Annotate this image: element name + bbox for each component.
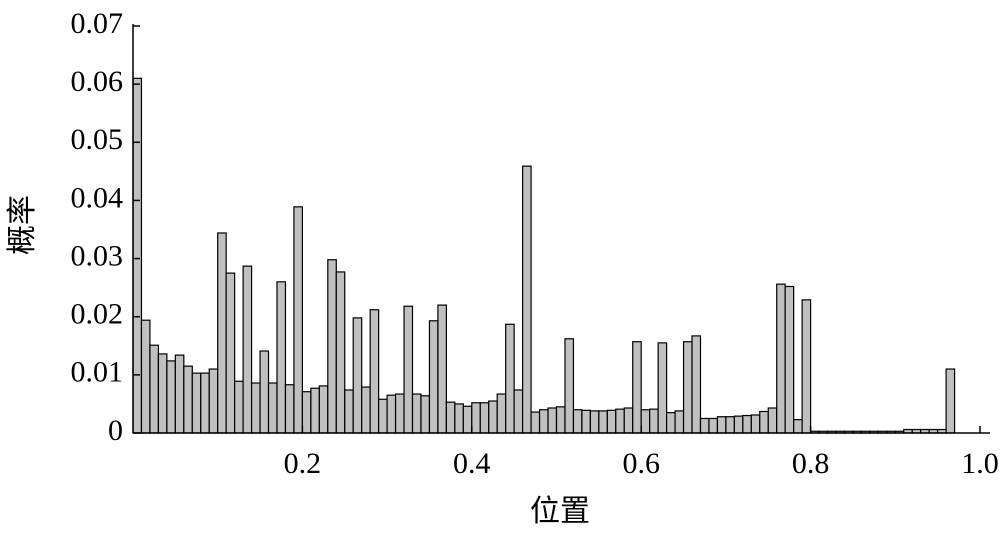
bar [708,417,719,434]
bar [522,165,532,434]
y-tick-label: 0 [108,414,123,447]
bar [217,232,227,434]
bar [666,412,676,434]
bar [649,408,659,434]
y-tick-label: 0.06 [71,65,124,98]
bar [581,409,591,434]
y-tick-label: 0.04 [71,181,124,214]
bar [632,341,642,434]
bar [200,372,210,434]
bar [674,410,685,434]
bar [742,414,752,434]
bar [191,372,202,434]
x-tick-label: 0.4 [453,447,491,480]
bar [335,271,346,434]
bar [801,299,812,434]
bar [606,409,617,434]
bar [640,409,651,434]
x-tick-label: 0.6 [622,447,660,480]
bar [284,384,295,434]
y-tick-label: 0.07 [71,7,124,40]
bar [538,409,549,434]
bar [157,353,168,434]
bar [386,394,397,434]
bar [310,387,320,434]
bar [615,408,625,434]
bar [505,323,515,434]
bar [437,304,447,434]
bar [513,389,524,434]
bar [725,416,735,434]
bar [750,414,761,434]
y-axis-label: 概率 [6,195,39,255]
bar [445,401,456,434]
x-axis-label: 位置 [530,495,590,528]
bar [344,389,354,434]
bar [259,350,270,434]
bar [776,283,786,434]
bar [589,410,600,434]
bar [267,382,278,434]
bar [682,341,693,434]
bar [564,338,575,434]
bar [140,319,151,434]
bar [759,410,769,434]
bar [733,415,744,434]
bar [318,385,329,434]
bar [767,407,778,434]
bar [394,393,405,434]
bar [174,354,185,434]
bar [623,407,634,434]
bar [208,368,219,434]
bar [572,409,583,434]
bar [132,77,143,434]
bar [420,395,431,434]
bar [471,402,481,434]
bar [462,405,473,434]
bar [411,393,422,434]
bar [327,259,337,434]
x-tick-label: 1.0 [961,447,999,480]
bar [496,393,507,434]
bar [378,398,388,434]
bar [945,368,956,434]
bar [166,360,176,434]
bar [403,305,414,434]
bar [225,272,236,434]
bar [555,406,566,434]
bar [361,386,371,434]
bar [657,342,668,434]
bar [276,281,287,434]
bar [352,317,363,434]
bar [784,285,795,434]
y-tick-label: 0.01 [71,356,124,389]
y-tick-label: 0.05 [71,123,124,156]
bar [479,402,490,434]
x-tick-label: 0.8 [792,447,830,480]
bar [250,382,261,434]
bar [454,403,464,434]
y-tick-label: 0.02 [71,298,124,331]
bar [716,416,727,434]
bar [242,265,253,434]
bar [149,344,160,434]
bar [369,309,380,434]
bar [293,206,303,434]
bar [530,411,541,434]
bar [691,335,702,434]
bar [547,407,558,434]
bar [598,410,608,434]
bar [793,419,803,434]
bar [183,365,193,434]
bar [428,320,439,434]
bar [234,380,244,434]
y-tick-label: 0.03 [71,239,124,272]
x-tick-label: 0.2 [284,447,322,480]
bar [488,400,498,434]
bar [301,391,312,434]
bar [699,417,710,434]
